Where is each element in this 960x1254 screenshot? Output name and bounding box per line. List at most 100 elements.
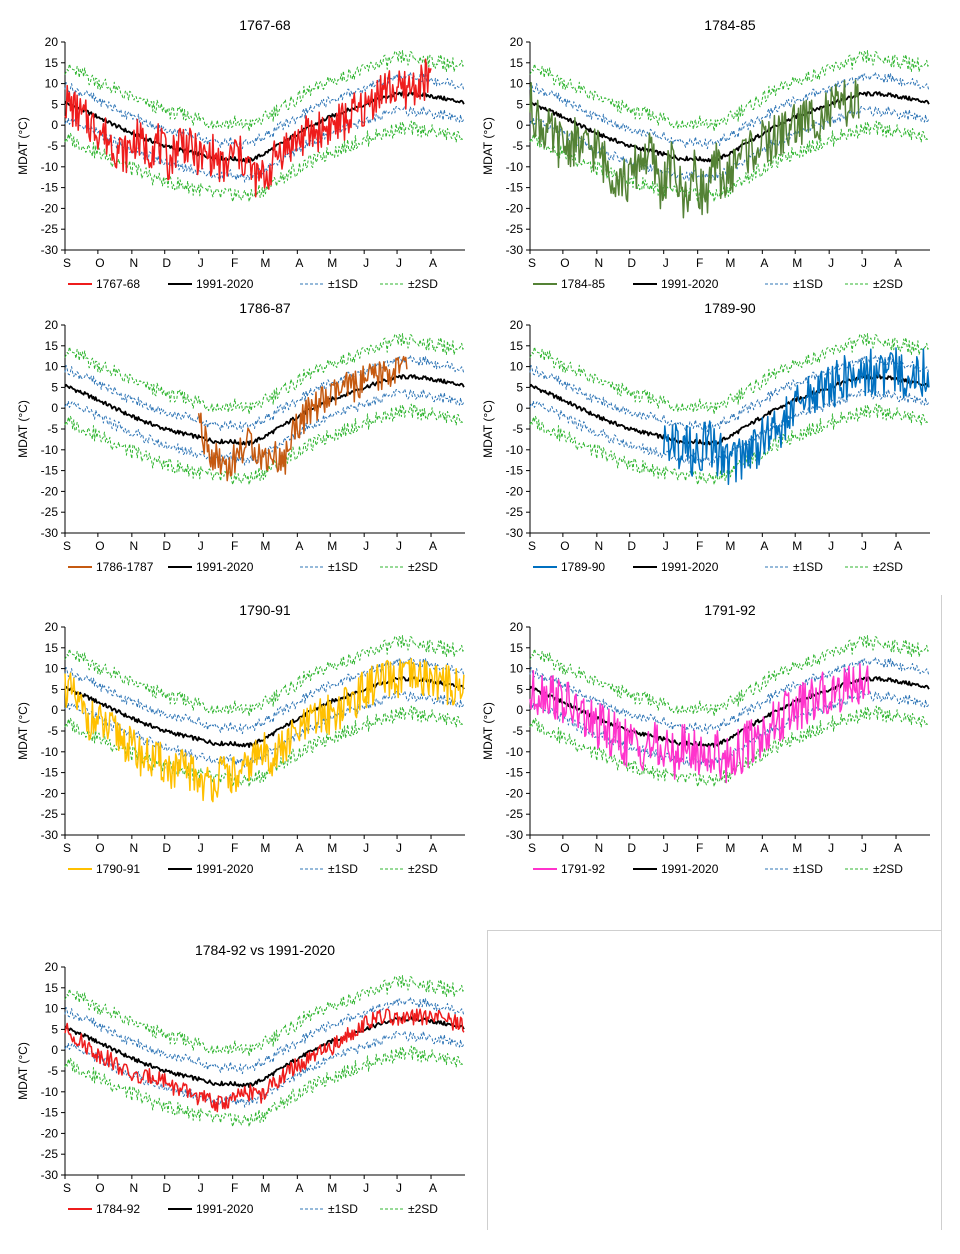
x-tick-label: A bbox=[894, 841, 902, 855]
sd2-lower-line bbox=[64, 705, 464, 788]
lower-right-border bbox=[487, 930, 942, 931]
y-tick-label: 5 bbox=[51, 1022, 58, 1036]
y-tick-label: 5 bbox=[51, 97, 58, 111]
y-tick-label: -20 bbox=[41, 484, 59, 498]
y-axis-label: MDAT (°C) bbox=[481, 702, 495, 760]
chart-title: 1790-91 bbox=[239, 602, 291, 618]
y-tick-label: 5 bbox=[516, 97, 523, 111]
sd2-lower-line bbox=[64, 120, 464, 203]
x-tick-label: J bbox=[861, 539, 867, 553]
y-axis-label: MDAT (°C) bbox=[481, 400, 495, 458]
y-tick-label: -15 bbox=[506, 464, 524, 478]
sd2-lower-line bbox=[64, 403, 464, 486]
chart-svg: 1784-85 MDAT (°C) 20 15 10 5 0 -5 -10 -15 -20 -25 -3… bbox=[481, 17, 930, 291]
year-series-line bbox=[64, 657, 465, 803]
x-tick-label: M bbox=[327, 1181, 337, 1195]
y-tick-label: 0 bbox=[51, 401, 58, 415]
chart-svg: 1789-90 MDAT (°C) 20 15 10 5 0 -5 -10 -15 -20 -25 -3… bbox=[481, 300, 930, 574]
x-tick-label: O bbox=[95, 256, 104, 270]
x-tick-label: J bbox=[396, 841, 402, 855]
y-tick-label: -25 bbox=[41, 1147, 59, 1161]
y-tick-label: -10 bbox=[506, 745, 524, 759]
y-tick-label: 5 bbox=[51, 380, 58, 394]
sd2-lower-line bbox=[529, 705, 929, 788]
y-tick-label: 20 bbox=[510, 620, 524, 634]
x-tick-label: F bbox=[696, 539, 703, 553]
y-tick-label: -10 bbox=[506, 443, 524, 457]
legend-label-main: 1791-92 bbox=[561, 862, 605, 876]
x-tick-label: A bbox=[295, 1181, 303, 1195]
y-tick-label: -20 bbox=[41, 201, 59, 215]
y-tick-label: -30 bbox=[506, 243, 524, 257]
legend-label-sd1: ±1SD bbox=[328, 862, 358, 876]
chart-title: 1784-92 vs 1991-2020 bbox=[195, 942, 335, 958]
chart-title: 1789-90 bbox=[704, 300, 756, 316]
legend-label-normal: 1991-2020 bbox=[661, 277, 719, 291]
x-tick-label: M bbox=[725, 539, 735, 553]
y-tick-label: -30 bbox=[41, 243, 59, 257]
x-tick-label: A bbox=[429, 841, 437, 855]
x-tick-label: J bbox=[198, 1181, 204, 1195]
sd1-upper-line bbox=[64, 996, 465, 1075]
x-tick-label: A bbox=[429, 539, 437, 553]
y-tick-label: 0 bbox=[516, 401, 523, 415]
sd1-upper-line bbox=[64, 71, 465, 150]
x-tick-label: A bbox=[295, 539, 303, 553]
chart-svg: 1791-92 MDAT (°C) 20 15 10 5 0 -5 -10 -15 -20 -25 -3… bbox=[481, 602, 930, 876]
sd1-upper-line bbox=[529, 656, 930, 735]
normal-1991-2020-line bbox=[64, 91, 465, 163]
x-tick-label: F bbox=[231, 1181, 238, 1195]
chart-panel-1786-87: 1786-87 MDAT (°C) 20 15 10 5 0 -5 -10 -15 -20 -25 -3… bbox=[10, 293, 480, 598]
legend-label-sd1: ±1SD bbox=[328, 277, 358, 291]
legend-label-sd2: ±2SD bbox=[873, 862, 903, 876]
y-tick-label: -30 bbox=[41, 526, 59, 540]
x-tick-label: F bbox=[231, 539, 238, 553]
x-tick-label: M bbox=[327, 539, 337, 553]
y-tick-label: -25 bbox=[41, 505, 59, 519]
sd1-lower-line bbox=[64, 690, 465, 768]
x-tick-label: S bbox=[528, 841, 536, 855]
y-axis-label: MDAT (°C) bbox=[481, 117, 495, 175]
y-tick-label: -15 bbox=[506, 766, 524, 780]
y-tick-label: 0 bbox=[516, 118, 523, 132]
sd2-upper-line bbox=[529, 635, 930, 717]
normal-1991-2020-line bbox=[64, 1016, 465, 1088]
x-tick-label: F bbox=[231, 841, 238, 855]
y-tick-label: 5 bbox=[516, 380, 523, 394]
x-tick-label: J bbox=[198, 539, 204, 553]
legend-label-main: 1789-90 bbox=[561, 560, 605, 574]
x-tick-label: S bbox=[63, 256, 71, 270]
y-tick-label: 5 bbox=[51, 682, 58, 696]
y-tick-label: 15 bbox=[45, 981, 59, 995]
y-tick-label: 10 bbox=[45, 662, 59, 676]
sd2-upper-line bbox=[64, 50, 465, 132]
vertical-divider bbox=[941, 595, 942, 1230]
legend-label-sd1: ±1SD bbox=[793, 277, 823, 291]
chart-title: 1784-85 bbox=[704, 17, 756, 33]
sd2-upper-line bbox=[64, 635, 465, 717]
y-tick-label: -30 bbox=[506, 828, 524, 842]
y-tick-label: -5 bbox=[47, 724, 58, 738]
x-tick-label: M bbox=[260, 256, 270, 270]
y-tick-label: 20 bbox=[45, 960, 59, 974]
year-series-line bbox=[529, 663, 871, 784]
x-tick-label: J bbox=[828, 841, 834, 855]
chart-panel-1767-68: 1767-68 MDAT (°C) 20 15 10 5 0 -5 -10 -15 -20 -25 -3… bbox=[10, 10, 480, 315]
x-tick-label: A bbox=[894, 539, 902, 553]
x-tick-label: J bbox=[663, 256, 669, 270]
x-tick-label: A bbox=[894, 256, 902, 270]
y-tick-label: 0 bbox=[516, 703, 523, 717]
y-tick-label: -25 bbox=[41, 222, 59, 236]
x-tick-label: M bbox=[260, 841, 270, 855]
legend-label-normal: 1991-2020 bbox=[661, 560, 719, 574]
legend-label-normal: 1991-2020 bbox=[661, 862, 719, 876]
x-tick-label: A bbox=[760, 841, 768, 855]
x-tick-label: O bbox=[95, 1181, 104, 1195]
y-tick-label: -30 bbox=[41, 828, 59, 842]
y-tick-label: 15 bbox=[45, 641, 59, 655]
legend-label-sd2: ±2SD bbox=[873, 560, 903, 574]
y-tick-label: -20 bbox=[506, 484, 524, 498]
y-tick-label: 20 bbox=[510, 318, 524, 332]
y-tick-label: -10 bbox=[41, 1085, 59, 1099]
x-tick-label: N bbox=[595, 539, 604, 553]
